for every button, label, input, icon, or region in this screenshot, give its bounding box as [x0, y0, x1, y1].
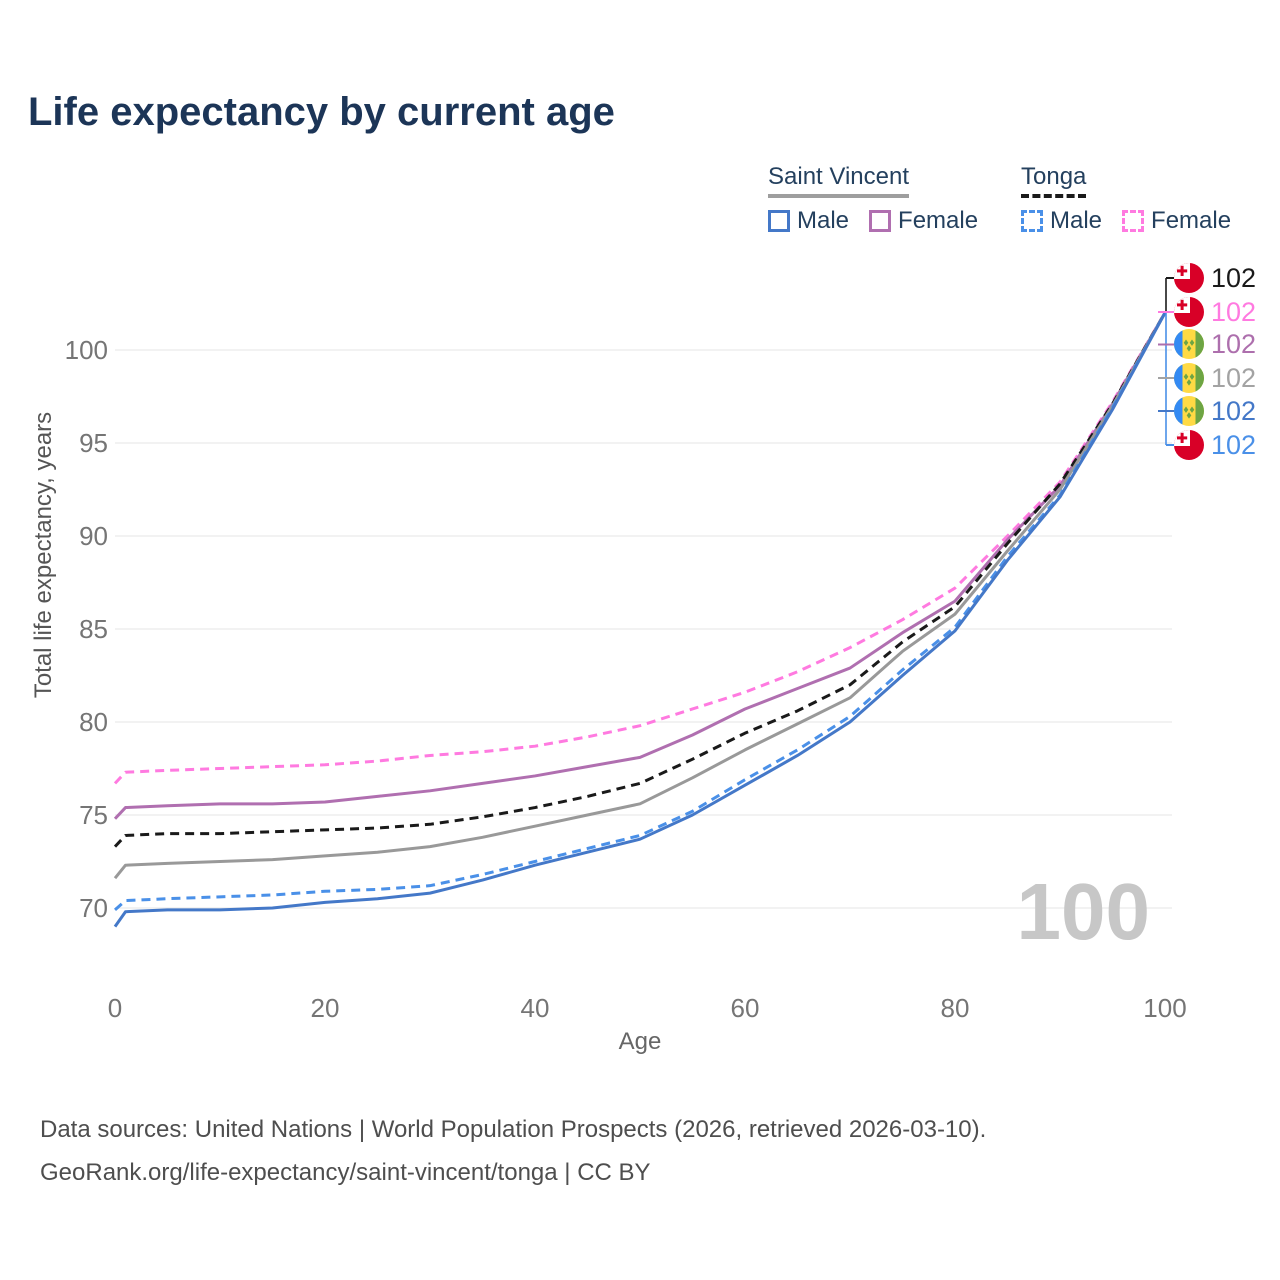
solid-blue-swatch-icon — [768, 210, 790, 232]
series-line-saint-vincent-female — [113, 312, 1167, 820]
y-axis-tick-label: 85 — [79, 614, 108, 644]
end-label-tonga-female: 102 — [1174, 295, 1256, 329]
x-axis-tick-label: 0 — [107, 993, 123, 1023]
legend-item-tonga-male[interactable]: Male — [1021, 207, 1102, 235]
footer-line-1: Data sources: United Nations | World Pop… — [40, 1116, 987, 1143]
end-label-value: 102 — [1211, 430, 1257, 460]
x-axis-tick-label: 80 — [940, 993, 970, 1023]
dashed-pink-swatch-icon — [1122, 210, 1145, 232]
dashed-blue-swatch-icon — [1021, 210, 1043, 232]
y-axis-tick-label: 100 — [64, 335, 108, 365]
end-label-value: 102 — [1211, 329, 1257, 359]
end-label-tonga-all: 102 — [1174, 261, 1256, 295]
legend-item-tonga-female[interactable]: Female — [1122, 207, 1231, 235]
tonga-flag-icon — [1174, 430, 1204, 460]
end-label-saint-vincent-all: 102 — [1174, 361, 1256, 395]
age-counter-watermark: 100 — [1016, 867, 1150, 956]
x-axis-tick-label: 60 — [730, 993, 760, 1023]
legend-item-label: Female — [1151, 207, 1232, 234]
series-line-tonga-male — [114, 312, 1167, 911]
legend-group-tonga: Tonga Male Female — [1021, 163, 1231, 235]
y-axis-tick-label: 90 — [79, 521, 108, 551]
legend-item-label: Male — [1050, 207, 1103, 234]
y-axis-tick-label: 80 — [79, 707, 108, 737]
y-axis-tick-label: 95 — [79, 428, 108, 458]
saint-vincent-flag-icon — [1174, 329, 1204, 359]
footer-line-2: GeoRank.org/life-expectancy/saint-vincen… — [40, 1159, 651, 1186]
legend-group-saint-vincent: Saint Vincent Male Female — [768, 163, 978, 235]
y-axis-title: Total life expectancy, years — [30, 411, 57, 699]
y-axis-tick-label: 75 — [79, 800, 108, 830]
tonga-flag-icon — [1174, 263, 1204, 293]
y-axis-tick-label: 70 — [79, 893, 108, 923]
series-line-saint-vincent-male — [113, 312, 1167, 928]
x-axis-tick-label: 40 — [520, 993, 550, 1023]
end-label-saint-vincent-male: 102 — [1174, 394, 1256, 428]
legend-item-saint-vincent-female[interactable]: Female — [869, 207, 978, 235]
legend-item-saint-vincent-male[interactable]: Male — [768, 207, 849, 235]
series-line-tonga-female — [113, 312, 1167, 785]
end-label-value: 102 — [1211, 363, 1257, 393]
end-label-tonga-male: 102 — [1174, 428, 1256, 462]
x-axis-tick-label: 100 — [1143, 993, 1187, 1023]
legend-items-tonga: Male Female — [1021, 207, 1231, 235]
end-label-saint-vincent-female: 102 — [1174, 327, 1256, 361]
solid-purple-swatch-icon — [869, 210, 892, 232]
end-label-value: 102 — [1211, 297, 1257, 327]
legend-item-label: Female — [898, 207, 979, 234]
x-axis-tick-labels: 0 20 40 60 80 100 — [0, 993, 1280, 1025]
saint-vincent-flag-icon — [1174, 363, 1204, 393]
end-label-value: 102 — [1211, 396, 1257, 426]
series-line-saint-vincent — [113, 312, 1167, 880]
legend-header-tonga: Tonga — [1021, 163, 1087, 198]
end-label-value: 102 — [1211, 263, 1257, 293]
data-source-footer: Data sources: United Nations | World Pop… — [40, 1108, 986, 1194]
legend-item-label: Male — [797, 207, 850, 234]
tonga-flag-icon — [1174, 297, 1204, 327]
saint-vincent-flag-icon — [1174, 396, 1204, 426]
legend-header-saint-vincent: Saint Vincent — [768, 163, 909, 198]
x-axis-title: Age — [618, 1028, 662, 1055]
x-axis-tick-label: 20 — [310, 993, 340, 1023]
legend-items-saint-vincent: Male Female — [768, 207, 978, 235]
page-title: Life expectancy by current age — [28, 90, 615, 134]
series-line-tonga — [113, 312, 1167, 848]
